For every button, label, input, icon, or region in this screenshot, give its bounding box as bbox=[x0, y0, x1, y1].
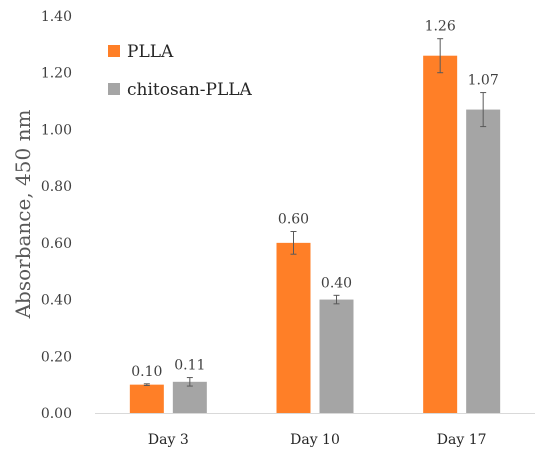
y-tick-label: 0.20 bbox=[41, 349, 72, 365]
x-tick-label: Day 10 bbox=[290, 432, 340, 448]
error-bar bbox=[480, 92, 487, 128]
bar-plla bbox=[129, 384, 164, 413]
y-tick-label: 0.00 bbox=[41, 406, 72, 422]
error-bar bbox=[186, 377, 193, 387]
data-label: 0.40 bbox=[321, 275, 352, 291]
y-axis-ticks: 0.00 0.20 0.40 0.60 0.80 1.00 1.20 1.40 bbox=[41, 9, 72, 422]
y-axis-label: Absorbance, 450 nm bbox=[11, 110, 35, 320]
error-bar bbox=[143, 383, 150, 386]
legend: PLLA chitosan-PLLA bbox=[108, 42, 253, 100]
data-label: 1.26 bbox=[425, 19, 456, 35]
bar-plla bbox=[276, 242, 311, 413]
y-tick-label: 1.40 bbox=[41, 9, 72, 25]
error-bar bbox=[333, 294, 340, 305]
data-label: 0.60 bbox=[278, 212, 309, 228]
legend-label: chitosan-PLLA bbox=[127, 80, 253, 100]
y-tick-label: 1.20 bbox=[41, 66, 72, 82]
data-label: 0.11 bbox=[174, 358, 205, 374]
bar-chitosan-plla bbox=[466, 109, 501, 413]
x-tick-label: Day 17 bbox=[437, 432, 487, 448]
bar-chitosan-plla bbox=[319, 299, 354, 413]
bar-chitosan-plla bbox=[172, 381, 207, 413]
bars: 0.10 0.11 0.60 0.40 1.26 1.07 bbox=[129, 19, 501, 413]
x-axis-ticks: Day 3 Day 10 Day 17 bbox=[148, 432, 487, 448]
data-label: 0.10 bbox=[131, 364, 162, 380]
y-tick-label: 1.00 bbox=[41, 122, 72, 138]
x-tick-label: Day 3 bbox=[148, 432, 189, 448]
legend-swatch bbox=[108, 83, 120, 95]
error-bar bbox=[437, 38, 444, 74]
y-tick-label: 0.80 bbox=[41, 179, 72, 195]
legend-label: PLLA bbox=[127, 42, 174, 62]
bar-plla bbox=[423, 55, 458, 413]
data-label: 1.07 bbox=[468, 73, 499, 89]
legend-swatch bbox=[108, 45, 120, 57]
y-tick-label: 0.60 bbox=[41, 236, 72, 252]
error-bar bbox=[290, 231, 297, 255]
y-tick-label: 0.40 bbox=[41, 293, 72, 309]
